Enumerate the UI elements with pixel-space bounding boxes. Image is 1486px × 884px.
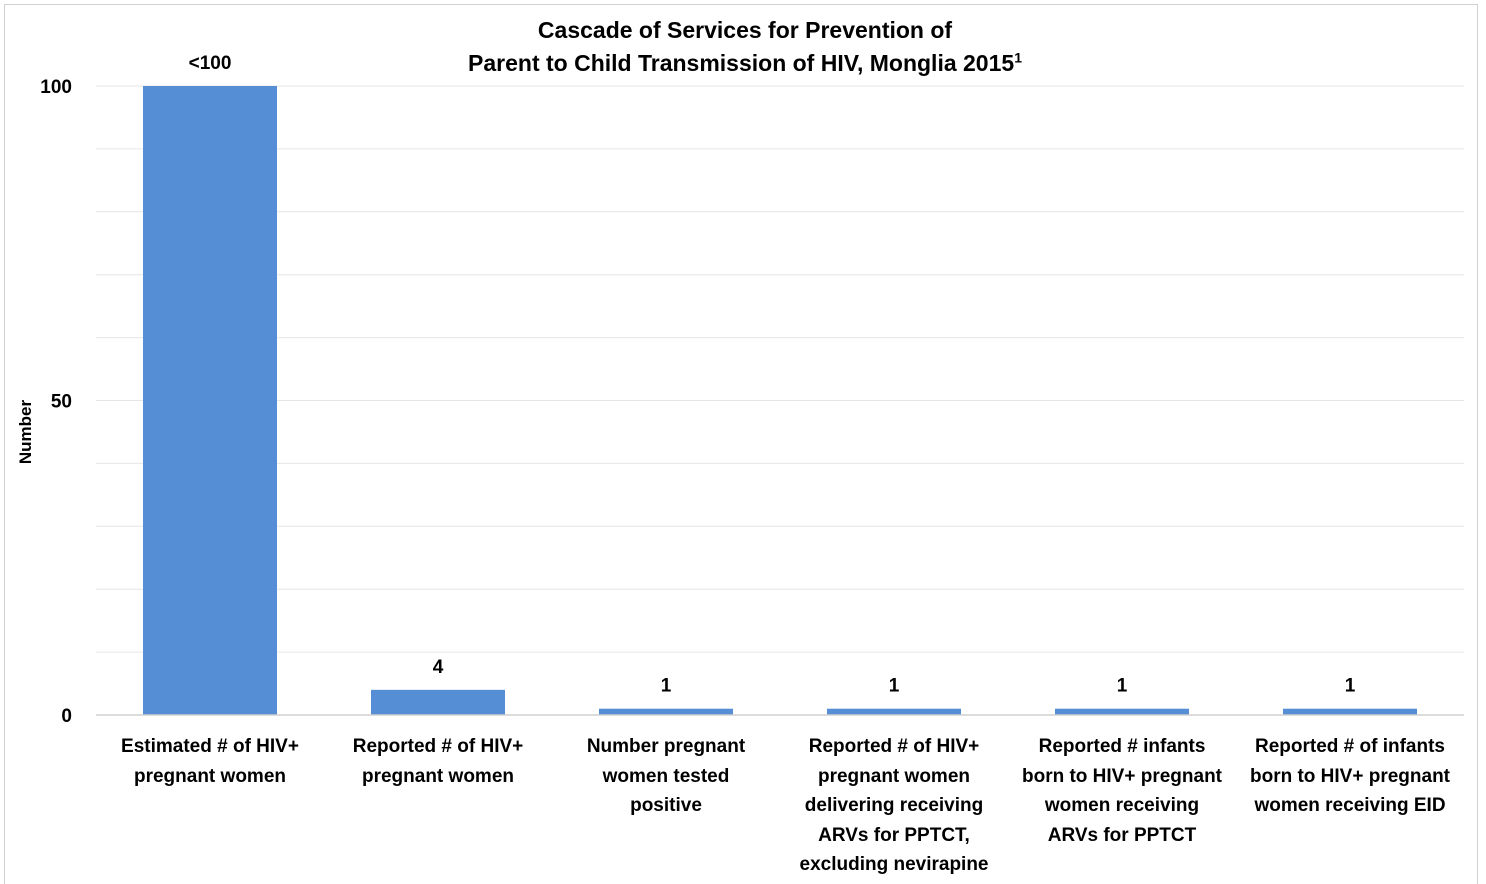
bar [143,86,277,715]
x-tick-label-line: Reported # of HIV+ [808,736,980,757]
x-tick-label-line: Number pregnant [586,736,746,757]
x-tick-label-line: women tested [602,765,730,787]
x-tick-label-line: positive [630,795,702,816]
x-tick-label-line: excluding nevirapine [799,854,989,875]
x-tick-label-line: women receiving EID [1254,795,1446,816]
chart-title-line2: Parent to Child Transmission of HIV, Mon… [380,47,1110,80]
x-tick-label-line: pregnant women [817,765,970,787]
x-tick-label-line: ARVs for PPTCT, [818,824,970,846]
bar [827,708,961,715]
x-tick-label-line: Estimated # of HIV+ [121,736,299,757]
x-tick-label-line: pregnant women [361,765,514,787]
data-label: 1 [889,676,900,697]
y-tick-label: 100 [40,77,72,98]
data-label: 1 [661,676,672,697]
chart-frame [4,4,1478,884]
bar [1055,708,1189,715]
x-tick-label-line: Reported # infants [1038,736,1206,757]
chart-title-line1: Cascade of Services for Prevention of [537,17,953,43]
x-tick-label-line: Reported # of HIV+ [352,736,524,757]
data-label: <100 [189,53,232,74]
x-tick-label: Reported # of infants born to HIV+ pregna… [1234,732,1466,821]
x-tick-label: Reported # of HIV+ pregnant women [322,732,554,791]
data-label: 4 [433,657,444,678]
x-tick-label-line: born to HIV+ pregnant [1021,765,1223,787]
x-tick-label-line: ARVs for PPTCT [1047,824,1197,846]
bar [599,708,733,715]
x-tick-label: Reported # of HIV+ pregnant women deliveri… [778,732,1010,880]
x-tick-label-line: pregnant women [133,765,286,787]
x-tick-label: Number pregnant women tested positive [550,732,782,821]
bar [1283,708,1417,715]
x-tick-label-line: born to HIV+ pregnant [1249,765,1451,787]
y-tick-label: 50 [51,392,72,413]
y-tick-label: 0 [61,706,72,727]
x-tick-label-line: women receiving [1044,795,1200,816]
bar [371,689,505,715]
x-tick-label: Reported # infants born to HIV+ pregnant w… [1006,732,1238,850]
data-label: 1 [1117,676,1128,697]
chart-title-line2-text: Parent to Child Transmission of HIV, Mon… [468,50,1015,76]
x-tick-label-line: Reported # of infants [1254,736,1445,757]
chart-title: Cascade of Services for Prevention of Pa… [380,14,1110,80]
data-label: 1 [1345,676,1356,697]
chart-title-superscript: 1 [1014,49,1022,66]
x-tick-label: Estimated # of HIV+ pregnant women [94,732,326,791]
x-tick-label-line: delivering receiving [804,795,984,816]
